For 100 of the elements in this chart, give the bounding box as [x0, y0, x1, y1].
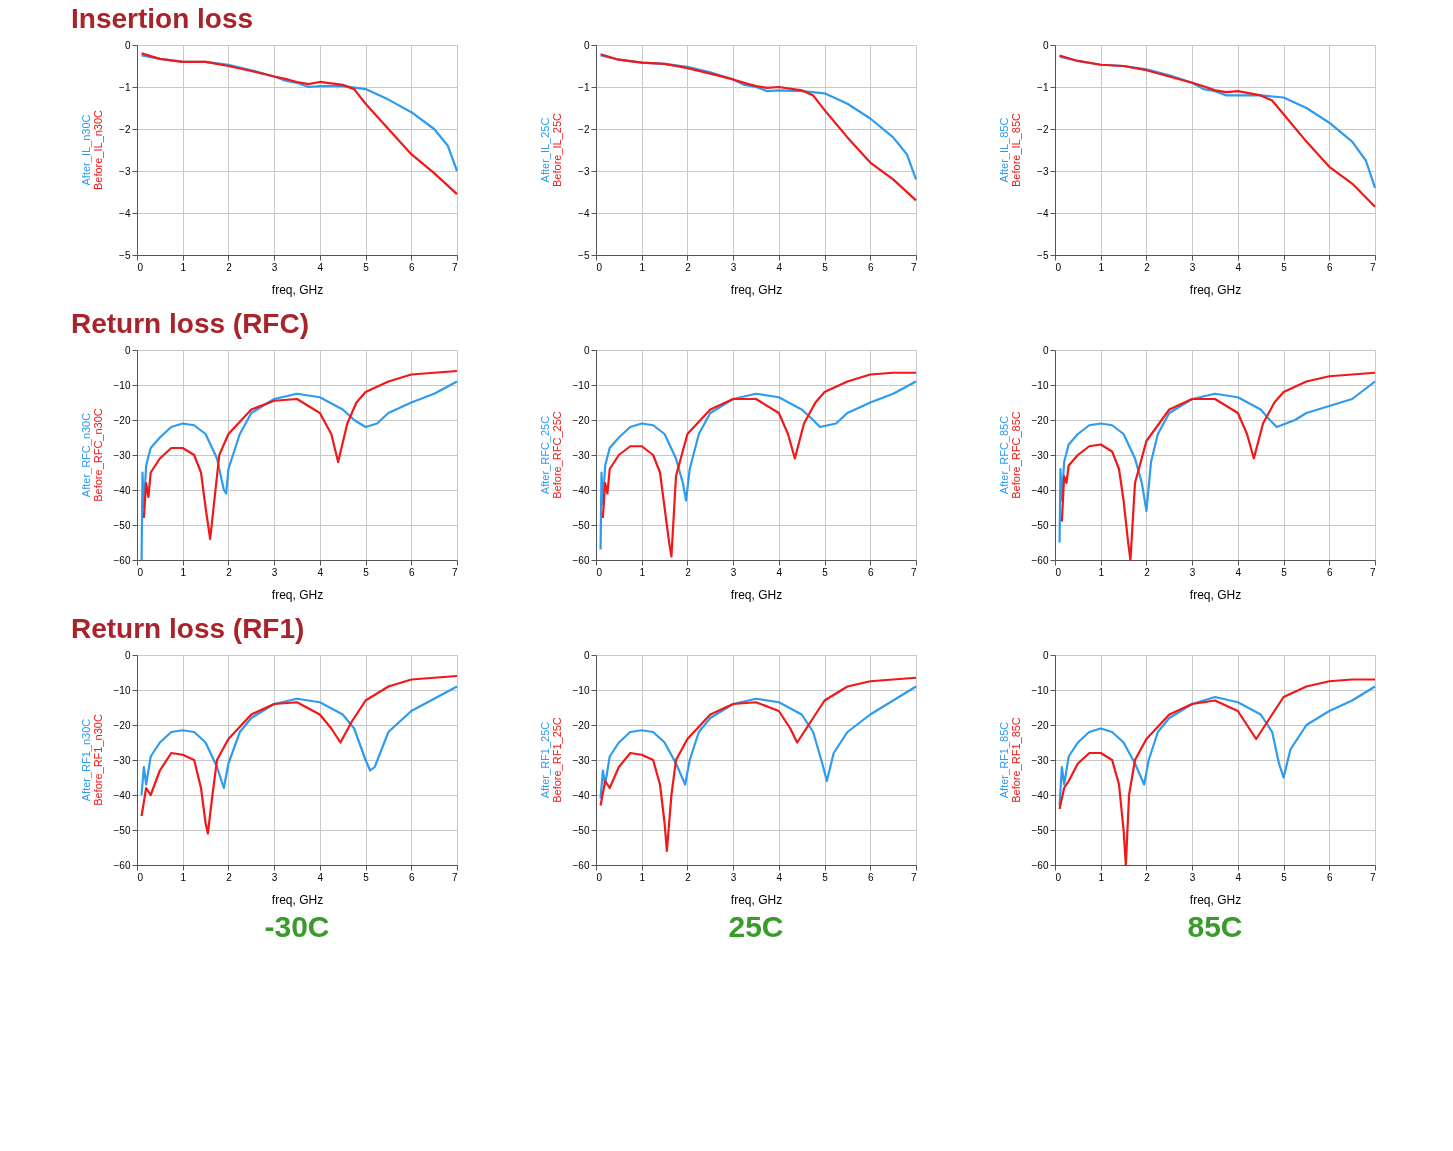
- text: 25C: [728, 910, 784, 943]
- x-tick-label: 2: [685, 871, 692, 883]
- x-tick-label: 2: [226, 871, 233, 883]
- y-tick-label: 0: [1042, 649, 1049, 661]
- x-tick-label: 4: [1235, 871, 1242, 883]
- y-tick-label: −30: [113, 449, 131, 461]
- y-tick-label: −60: [572, 554, 590, 566]
- x-tick-label: 2: [226, 261, 233, 273]
- y-tick-label: −20: [572, 719, 590, 731]
- text: Before_RFC_n30C: [92, 408, 104, 502]
- x-tick-label: 0: [137, 261, 144, 273]
- x-axis-title: freq, GHz: [271, 892, 324, 907]
- text: After_RFC_25C: [539, 415, 551, 495]
- y-tick-label: −10: [113, 379, 131, 391]
- y-tick-label: −50: [1031, 824, 1049, 836]
- x-tick-label: 6: [409, 871, 415, 883]
- chart-title: Insertion loss: [71, 3, 254, 34]
- y-tick-label: −10: [1031, 684, 1049, 696]
- x-tick-label: 7: [451, 566, 458, 578]
- line-series: [140, 674, 459, 835]
- line-series: [1058, 685, 1377, 807]
- y-tick-label: −50: [1031, 519, 1049, 531]
- text: Before_RF1_25C: [551, 717, 563, 803]
- y-tick-label: 0: [1042, 39, 1049, 51]
- x-tick-label: 5: [363, 566, 370, 578]
- y-tick-label: −50: [113, 519, 131, 531]
- x-tick-label: 3: [730, 261, 737, 273]
- y-tick-label: −3: [119, 165, 131, 177]
- x-axis-title: freq, GHz: [1189, 282, 1242, 297]
- x-tick-label: 1: [639, 871, 646, 883]
- y-tick-label: −5: [578, 249, 590, 261]
- y-tick-label: −10: [1031, 379, 1049, 391]
- line-series: [599, 685, 918, 800]
- x-tick-label: 0: [596, 566, 603, 578]
- y-tick-label: −20: [1031, 719, 1049, 731]
- x-tick-label: 7: [910, 261, 917, 273]
- chart-title: Return loss (RF1): [71, 613, 305, 644]
- y-tick-label: −60: [113, 859, 131, 871]
- y-tick-label: 0: [583, 344, 590, 356]
- x-tick-label: 4: [317, 871, 324, 883]
- chart-title: Return loss (RFC): [71, 308, 309, 339]
- x-axis-title: freq, GHz: [271, 587, 324, 602]
- line-series: [599, 676, 918, 853]
- y-tick-label: −40: [1031, 789, 1049, 801]
- y-tick-label: −40: [572, 789, 590, 801]
- x-tick-label: 4: [1235, 261, 1242, 273]
- x-tick-label: 5: [363, 871, 370, 883]
- y-tick-label: −30: [1031, 449, 1049, 461]
- x-tick-label: 4: [776, 566, 783, 578]
- y-tick-label: −20: [1031, 414, 1049, 426]
- x-tick-label: 4: [1235, 566, 1242, 578]
- y-tick-label: −60: [572, 859, 590, 871]
- x-tick-label: 3: [271, 871, 278, 883]
- x-axis-title: freq, GHz: [730, 587, 783, 602]
- y-tick-label: −2: [578, 123, 590, 135]
- y-tick-label: −20: [572, 414, 590, 426]
- x-axis-title: freq, GHz: [1189, 892, 1242, 907]
- y-tick-label: −10: [572, 684, 590, 696]
- text: Before_RF1_85C: [1010, 717, 1022, 803]
- x-tick-label: 2: [685, 566, 692, 578]
- y-tick-label: 0: [124, 649, 131, 661]
- text: After_RF1_n30C: [80, 718, 92, 802]
- x-tick-label: 3: [271, 261, 278, 273]
- x-tick-label: 3: [1189, 261, 1196, 273]
- x-tick-label: 6: [868, 871, 874, 883]
- x-tick-label: 4: [776, 871, 783, 883]
- text: Before_IL_n30C: [92, 109, 104, 191]
- x-tick-label: 6: [868, 261, 874, 273]
- x-tick-label: 5: [363, 261, 370, 273]
- x-tick-label: 1: [180, 566, 187, 578]
- y-tick-label: −4: [1037, 207, 1049, 219]
- y-tick-label: −3: [578, 165, 590, 177]
- x-tick-label: 5: [1281, 261, 1288, 273]
- x-tick-label: 6: [1327, 566, 1333, 578]
- text: -30C: [264, 910, 330, 943]
- y-tick-label: −1: [1037, 81, 1049, 93]
- x-tick-label: 3: [271, 566, 278, 578]
- x-tick-label: 3: [1189, 566, 1196, 578]
- x-tick-label: 5: [1281, 871, 1288, 883]
- x-tick-label: 6: [1327, 261, 1333, 273]
- x-tick-label: 7: [1369, 871, 1376, 883]
- line-series: [142, 369, 459, 541]
- y-tick-label: −5: [1037, 249, 1049, 261]
- y-tick-label: −50: [572, 519, 590, 531]
- text: Before_IL_85C: [1010, 112, 1022, 187]
- text: Before_RFC_85C: [1010, 411, 1022, 499]
- x-tick-label: 6: [409, 261, 415, 273]
- y-tick-label: 0: [1042, 344, 1049, 356]
- y-tick-label: −10: [113, 684, 131, 696]
- x-tick-label: 0: [137, 566, 144, 578]
- x-tick-label: 2: [1144, 566, 1151, 578]
- x-tick-label: 1: [639, 566, 646, 578]
- x-tick-label: 3: [730, 566, 737, 578]
- y-tick-label: −40: [572, 484, 590, 496]
- x-tick-label: 1: [1098, 261, 1105, 273]
- y-tick-label: −4: [119, 207, 131, 219]
- text: Before_RF1_n30C: [92, 714, 104, 806]
- x-tick-label: 0: [1055, 871, 1062, 883]
- x-tick-label: 4: [317, 261, 324, 273]
- y-tick-label: −1: [578, 81, 590, 93]
